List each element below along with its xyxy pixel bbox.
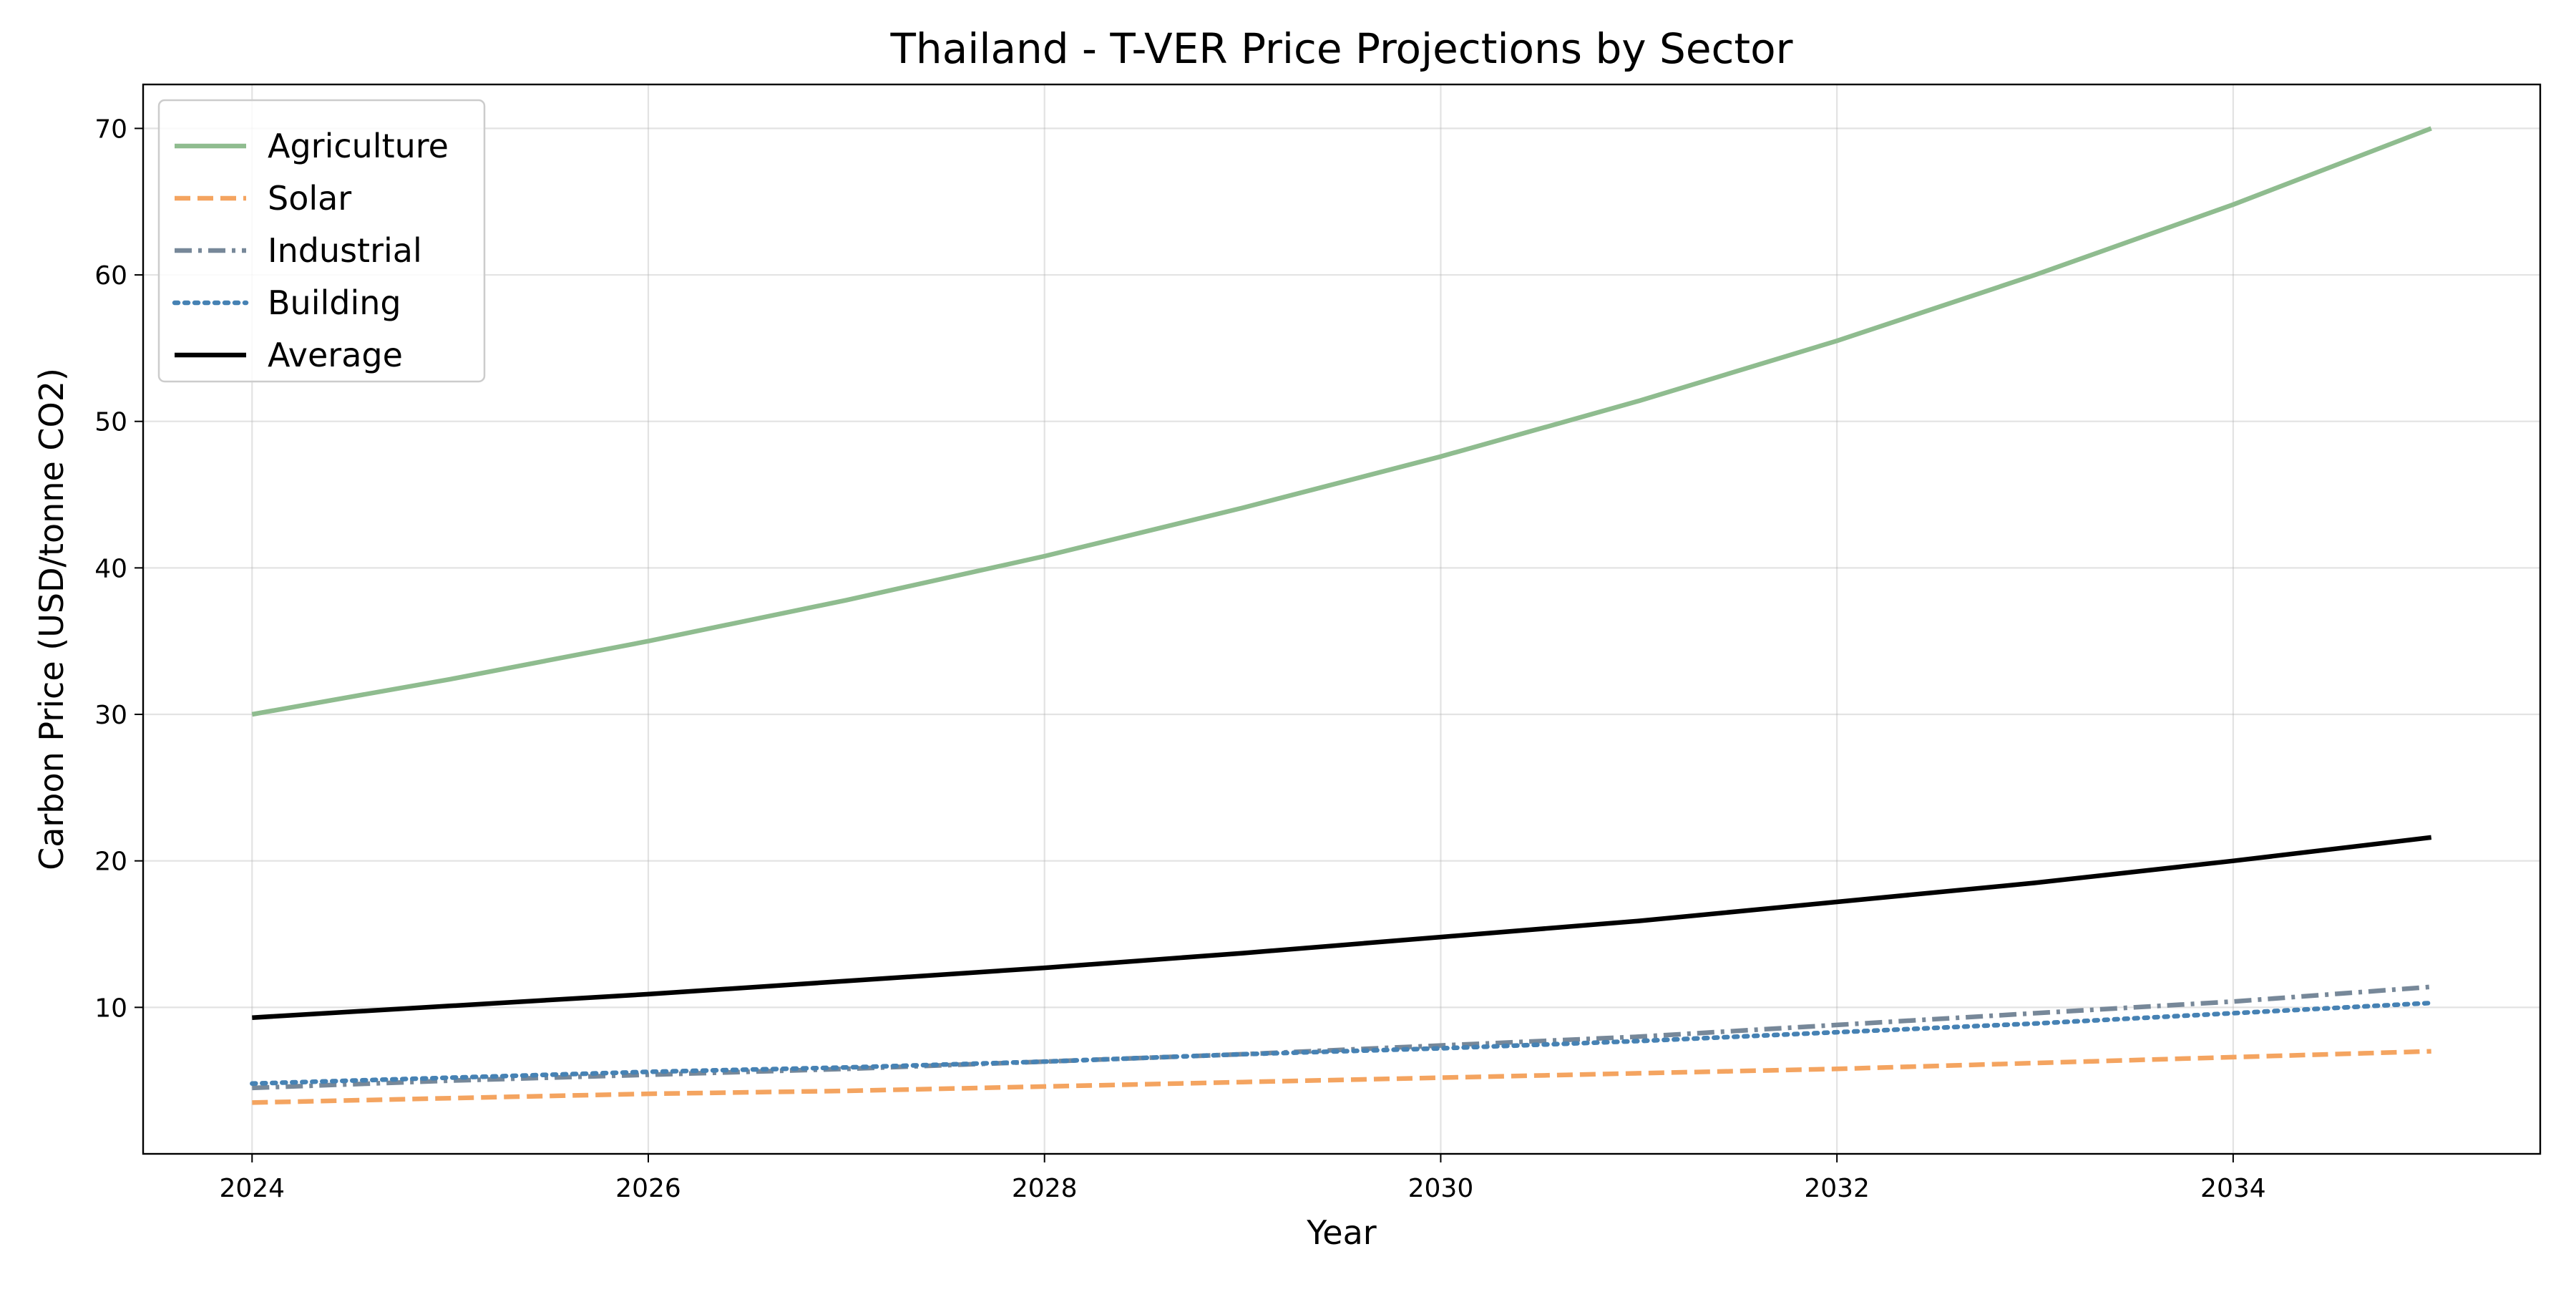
- legend-label-agriculture: Agriculture: [268, 127, 449, 165]
- legend-label-industrial: Industrial: [268, 231, 422, 270]
- x-tick-label: 2034: [2200, 1174, 2266, 1203]
- legend: Agriculture Solar Industrial Building Averag…: [157, 99, 486, 383]
- y-axis-label: Carbon Price (USD/tonne CO2): [32, 368, 71, 870]
- x-tick-label: 2028: [1012, 1174, 1078, 1203]
- x-tick-label: 2030: [1408, 1174, 1474, 1203]
- chart-title: Thailand - T-VER Price Projections by Se…: [890, 24, 1793, 73]
- axes-frame: [142, 83, 2542, 1155]
- y-tick-label: 10: [94, 994, 127, 1023]
- legend-box: [157, 99, 486, 383]
- legend-label-average: Average: [268, 336, 403, 374]
- y-tick-label: 40: [94, 554, 127, 583]
- series-line-solar: [252, 1049, 2431, 1105]
- y-tick-label: 20: [94, 847, 127, 877]
- series-line-average: [252, 835, 2432, 1020]
- x-tick-label: 2032: [1804, 1174, 1870, 1203]
- legend-label-solar: Solar: [268, 179, 351, 218]
- y-tick-label: 30: [94, 701, 127, 730]
- series-lines: [250, 126, 2434, 1105]
- series-line-building: [250, 1000, 2434, 1087]
- y-tick-label: 70: [94, 115, 127, 144]
- y-tick-label: 60: [94, 261, 127, 291]
- x-tick-label: 2024: [219, 1174, 285, 1203]
- x-tick-label: 2026: [615, 1174, 681, 1203]
- series-line-agriculture: [251, 126, 2432, 717]
- y-tick-label: 50: [94, 408, 127, 437]
- legend-label-building: Building: [268, 283, 401, 322]
- x-axis-label: Year: [1306, 1213, 1376, 1252]
